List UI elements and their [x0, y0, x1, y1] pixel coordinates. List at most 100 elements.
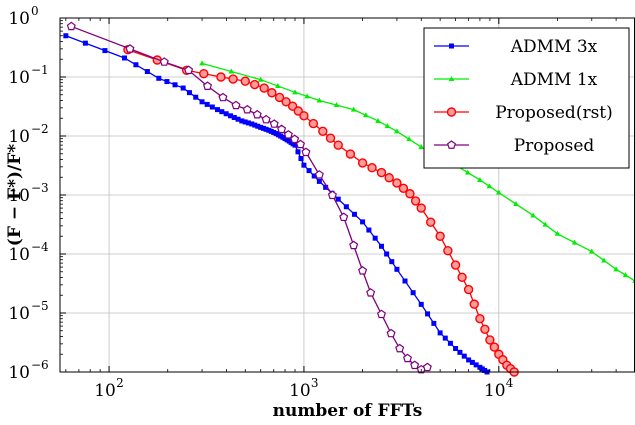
data-point	[345, 149, 356, 159]
data-point	[469, 359, 475, 365]
data-point	[186, 90, 192, 96]
data-point	[304, 93, 310, 99]
data-point	[316, 178, 322, 184]
x-tick-exponent: 2	[116, 376, 124, 390]
data-point	[571, 239, 578, 245]
data-point	[231, 115, 237, 121]
data-point	[375, 117, 381, 123]
data-point	[542, 221, 549, 227]
data-point	[466, 357, 472, 363]
data-point	[66, 21, 76, 31]
legend: ADMM 3x ADMM 1x Proposed(rst) Proposed	[423, 27, 630, 169]
data-point	[410, 290, 416, 296]
data-point	[366, 288, 376, 297]
legend-label: Proposed	[514, 136, 595, 156]
data-point	[277, 124, 287, 134]
legend-label: ADMM 1x	[510, 70, 598, 90]
data-point	[184, 65, 194, 75]
data-point	[172, 82, 178, 88]
data-point	[216, 72, 226, 82]
data-point	[453, 346, 459, 352]
data-point	[554, 230, 561, 236]
legend-label: Proposed(rst)	[495, 103, 613, 123]
data-point	[622, 272, 629, 278]
data-point	[601, 257, 607, 263]
data-point	[457, 349, 463, 355]
data-point	[339, 212, 349, 222]
data-point	[363, 112, 369, 118]
data-point	[308, 118, 319, 129]
data-point	[252, 109, 262, 119]
data-point	[156, 75, 162, 81]
data-point	[283, 130, 293, 139]
data-point	[457, 272, 467, 282]
data-point	[269, 119, 279, 128]
data-point	[214, 107, 220, 113]
data-point	[486, 183, 493, 189]
y-tick-exponent: 0	[31, 4, 39, 18]
data-point	[242, 119, 248, 125]
data-point	[333, 140, 343, 150]
data-point	[295, 139, 305, 149]
data-point	[199, 99, 205, 105]
y-tick-label: 10	[8, 9, 30, 29]
data-point	[425, 217, 436, 227]
data-point	[159, 57, 169, 66]
x-tick-label: 10	[289, 381, 311, 401]
data-point	[250, 79, 260, 90]
data-point	[350, 106, 357, 112]
data-point	[405, 189, 415, 199]
data-point	[245, 120, 251, 126]
data-point	[402, 353, 413, 363]
data-point	[292, 142, 298, 148]
data-point	[257, 76, 264, 82]
data-point	[588, 248, 595, 254]
tick-layer: 10 2 10 3 10 410 010 −110 −210 −310 −410 −510 −6	[8, 4, 635, 401]
data-point	[239, 118, 245, 124]
data-point	[318, 126, 328, 137]
data-point	[378, 243, 384, 249]
data-point	[193, 94, 199, 100]
data-point	[260, 125, 266, 131]
data-point	[218, 92, 228, 102]
data-point	[435, 231, 445, 241]
data-point	[394, 266, 400, 272]
data-point	[275, 83, 281, 89]
data-point	[398, 183, 409, 194]
data-point	[325, 133, 336, 143]
data-point	[384, 251, 390, 257]
data-point	[410, 196, 421, 206]
data-point	[358, 266, 368, 275]
y-tick-exponent: −6	[31, 358, 49, 372]
data-point	[477, 176, 483, 182]
data-point	[261, 114, 271, 124]
data-point	[335, 196, 341, 202]
data-point	[252, 122, 258, 128]
data-point	[418, 301, 424, 307]
data-point	[360, 219, 366, 225]
data-point	[425, 311, 431, 317]
data-point	[231, 100, 241, 110]
data-point	[447, 340, 453, 346]
data-point	[410, 360, 420, 370]
data-point	[295, 149, 301, 155]
data-point	[376, 167, 387, 178]
data-point	[469, 299, 479, 309]
data-point	[343, 204, 349, 210]
data-point	[255, 123, 261, 129]
y-tick-exponent: −1	[31, 63, 49, 77]
data-point	[180, 85, 186, 91]
data-point	[485, 335, 495, 345]
data-point	[259, 83, 269, 93]
series-line	[71, 25, 428, 371]
x-axis-label: number of FFTs	[273, 401, 423, 421]
y-tick-label: 10	[8, 304, 30, 324]
data-point	[489, 342, 500, 352]
data-point	[372, 235, 378, 241]
data-point	[366, 227, 372, 233]
data-point	[202, 81, 213, 90]
data-point	[223, 111, 229, 117]
x-tick-exponent: 3	[311, 376, 319, 390]
y-axis-label: (F − F*)/F*	[5, 144, 25, 246]
